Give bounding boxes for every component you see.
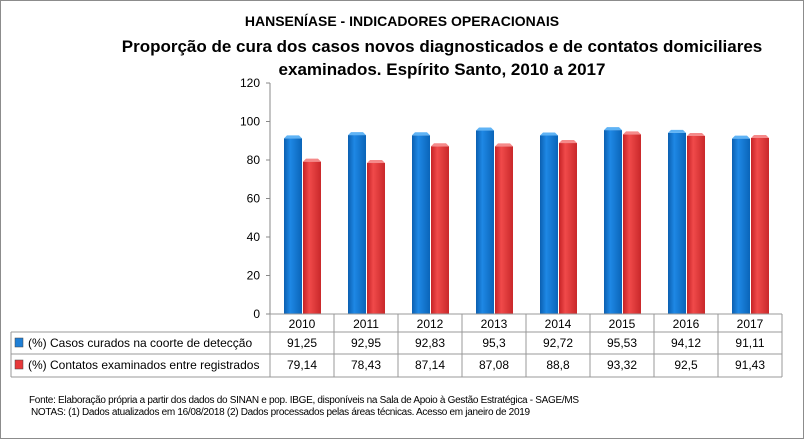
x-tick-label: 2013 xyxy=(481,317,508,331)
data-label: 94,12 xyxy=(671,336,701,350)
bar-contatos-2014 xyxy=(559,143,577,314)
bar-casos-2016 xyxy=(668,132,686,314)
chart-title-line2: examinados. Espírito Santo, 2010 a 2017 xyxy=(278,60,606,79)
y-tick-label: 40 xyxy=(247,230,261,244)
legend-swatch-0 xyxy=(14,337,24,348)
bar-contatos-2011 xyxy=(367,163,385,314)
y-tick-label: 120 xyxy=(240,76,260,90)
data-label: 87,08 xyxy=(479,358,509,372)
y-tick-label: 20 xyxy=(247,269,261,283)
x-tick-label: 2011 xyxy=(353,317,379,331)
data-label: 79,14 xyxy=(287,358,317,372)
data-label: 92,83 xyxy=(415,336,445,350)
data-label: 87,14 xyxy=(415,358,445,372)
notes: NOTAS: (1) Dados atualizados em 16/08/20… xyxy=(31,407,530,418)
bar-contatos-2015 xyxy=(623,134,641,314)
bar-casos-2011 xyxy=(348,135,366,314)
bar-casos-2017 xyxy=(732,138,750,314)
bar-casos-2010 xyxy=(284,138,302,314)
data-label: 91,43 xyxy=(735,358,765,372)
bar-contatos-2013 xyxy=(495,146,513,314)
bar-top xyxy=(495,143,513,147)
bar-top xyxy=(412,132,430,136)
bar-top xyxy=(431,143,449,147)
x-tick-label: 2012 xyxy=(417,317,444,331)
bar-top xyxy=(476,127,494,131)
bar-top xyxy=(732,135,750,139)
y-tick-label: 60 xyxy=(247,192,261,206)
chart-header: HANSENÍASE - INDICADORES OPERACIONAIS xyxy=(244,13,560,29)
data-label: 95,53 xyxy=(607,336,637,350)
bar-top xyxy=(604,127,622,131)
bar-top xyxy=(284,135,302,139)
data-label: 92,95 xyxy=(351,336,381,350)
legend-label: (%) Casos curados na coorte de detecção xyxy=(28,336,252,350)
bar-casos-2013 xyxy=(476,130,494,314)
data-label: 93,32 xyxy=(607,358,637,372)
bar-casos-2012 xyxy=(412,135,430,314)
data-label: 91,25 xyxy=(287,336,317,350)
bar-top xyxy=(348,132,366,136)
y-tick-label: 100 xyxy=(240,115,260,129)
y-tick-label: 80 xyxy=(247,153,261,167)
bar-contatos-2012 xyxy=(431,146,449,314)
chart-title-line1: Proporção de cura dos casos novos diagno… xyxy=(121,37,763,56)
data-label: 88,8 xyxy=(546,358,570,372)
data-label: 95,3 xyxy=(482,336,506,350)
legend-label: (%) Contatos examinados entre registrado… xyxy=(28,358,259,372)
y-tick-label: 0 xyxy=(253,307,260,321)
source-note: Fonte: Elaboração própria a partir dos d… xyxy=(29,395,579,406)
bar-top xyxy=(623,131,641,135)
bar-contatos-2016 xyxy=(687,135,705,314)
x-tick-label: 2014 xyxy=(545,317,572,331)
data-label: 78,43 xyxy=(351,358,381,372)
x-tick-label: 2015 xyxy=(609,317,636,331)
bar-top xyxy=(559,140,577,144)
bar-top xyxy=(367,160,385,164)
bar-top xyxy=(540,132,558,136)
bar-contatos-2017 xyxy=(751,137,769,314)
bar-casos-2015 xyxy=(604,130,622,314)
x-tick-label: 2016 xyxy=(673,317,700,331)
bar-top xyxy=(687,132,705,136)
data-label: 92,72 xyxy=(543,336,573,350)
bar-casos-2014 xyxy=(540,135,558,314)
data-label: 91,11 xyxy=(735,336,764,350)
legend-swatch-1 xyxy=(14,359,24,370)
bar-top xyxy=(751,134,769,138)
bar-top xyxy=(303,158,321,162)
bar-top xyxy=(668,129,686,133)
data-label: 92,5 xyxy=(674,358,698,372)
x-tick-label: 2017 xyxy=(737,317,764,331)
x-tick-label: 2010 xyxy=(289,317,316,331)
bar-contatos-2010 xyxy=(303,161,321,314)
